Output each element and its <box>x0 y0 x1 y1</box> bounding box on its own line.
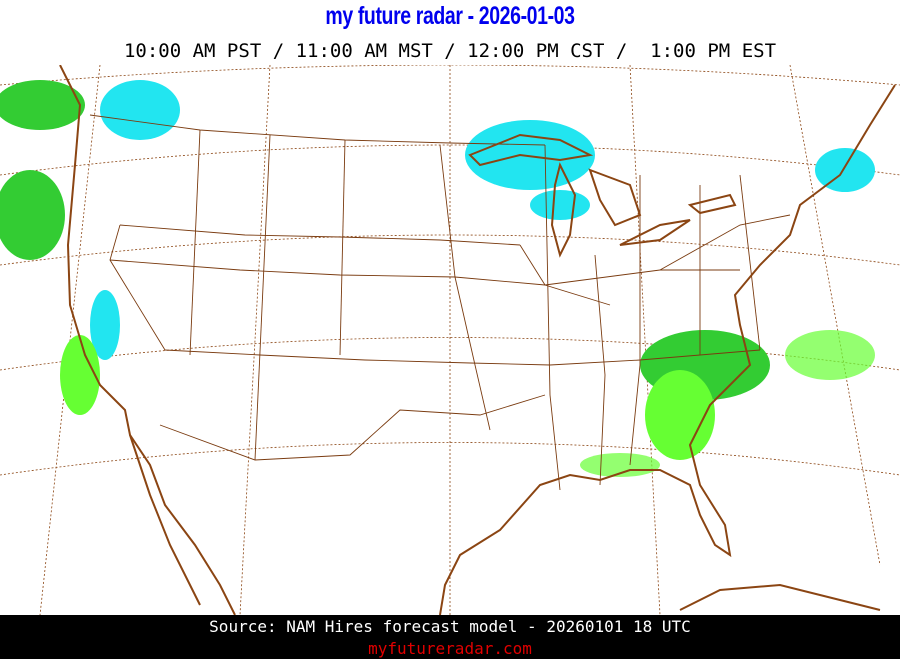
coastlines <box>59 65 896 615</box>
precip-oregon-coast <box>0 170 65 260</box>
precip-carolinas <box>645 370 715 460</box>
precip-michigan <box>530 190 590 220</box>
baja <box>129 434 201 606</box>
lake-huron <box>588 168 642 227</box>
valid-time-label: 10:00 AM PST / 11:00 AM MST / 12:00 PM C… <box>123 40 777 62</box>
lake-erie <box>619 219 691 246</box>
caribbean <box>679 583 881 611</box>
page-title: my future radar - 2026-01-03 <box>325 2 575 30</box>
precip-california-coast <box>60 335 100 415</box>
footer-bar: Source: NAM Hires forecast model - 20260… <box>0 615 900 659</box>
state-boundaries <box>89 114 791 491</box>
precip-new-england <box>815 148 875 192</box>
lake-michigan <box>550 162 577 258</box>
source-label: Source: NAM Hires forecast model - 20260… <box>209 617 691 636</box>
precip-atlantic <box>785 330 875 380</box>
precip-california <box>90 290 120 360</box>
lake-ontario <box>687 193 737 215</box>
precip-washington <box>100 80 180 140</box>
precip-pacific-nw <box>0 80 85 130</box>
radar-map <box>0 65 900 615</box>
precip-great-lakes <box>465 120 595 190</box>
west-coast <box>59 65 236 615</box>
precipitation <box>0 80 875 477</box>
lake-superior <box>468 133 594 167</box>
site-link[interactable]: myfutureradar.com <box>368 639 532 658</box>
gulf-coast <box>439 84 896 615</box>
graticule <box>0 65 900 615</box>
